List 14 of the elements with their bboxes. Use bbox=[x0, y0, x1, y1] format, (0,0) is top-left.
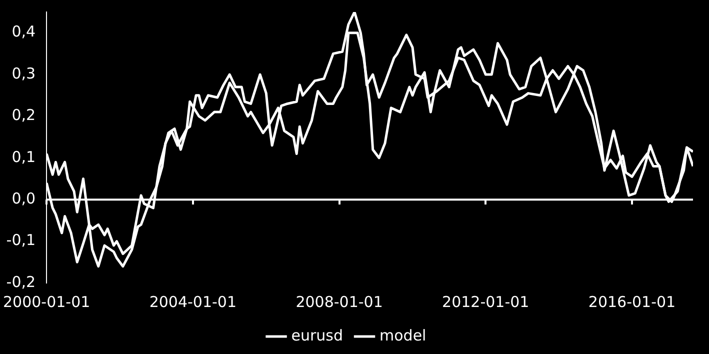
x-tick-label: 2000-01-01 bbox=[2, 292, 90, 311]
x-tick-label: 2008-01-01 bbox=[296, 292, 383, 311]
legend-label: eurusd bbox=[291, 326, 344, 344]
y-tick-label: 0,4 bbox=[12, 22, 36, 41]
y-tick-label: -0,1 bbox=[6, 231, 36, 250]
x-tick-label: 2012-01-01 bbox=[442, 292, 530, 311]
y-tick-label: 0,2 bbox=[12, 106, 36, 124]
y-tick-label: -0,2 bbox=[6, 272, 36, 291]
y-tick-label: 0,0 bbox=[12, 190, 36, 208]
y-tick-label: 0,1 bbox=[12, 148, 36, 166]
x-tick-label: 2016-01-01 bbox=[588, 292, 676, 311]
y-tick-label: 0,3 bbox=[12, 64, 36, 82]
x-tick-label: 2004-01-01 bbox=[149, 292, 237, 311]
legend-label: model bbox=[380, 326, 426, 344]
